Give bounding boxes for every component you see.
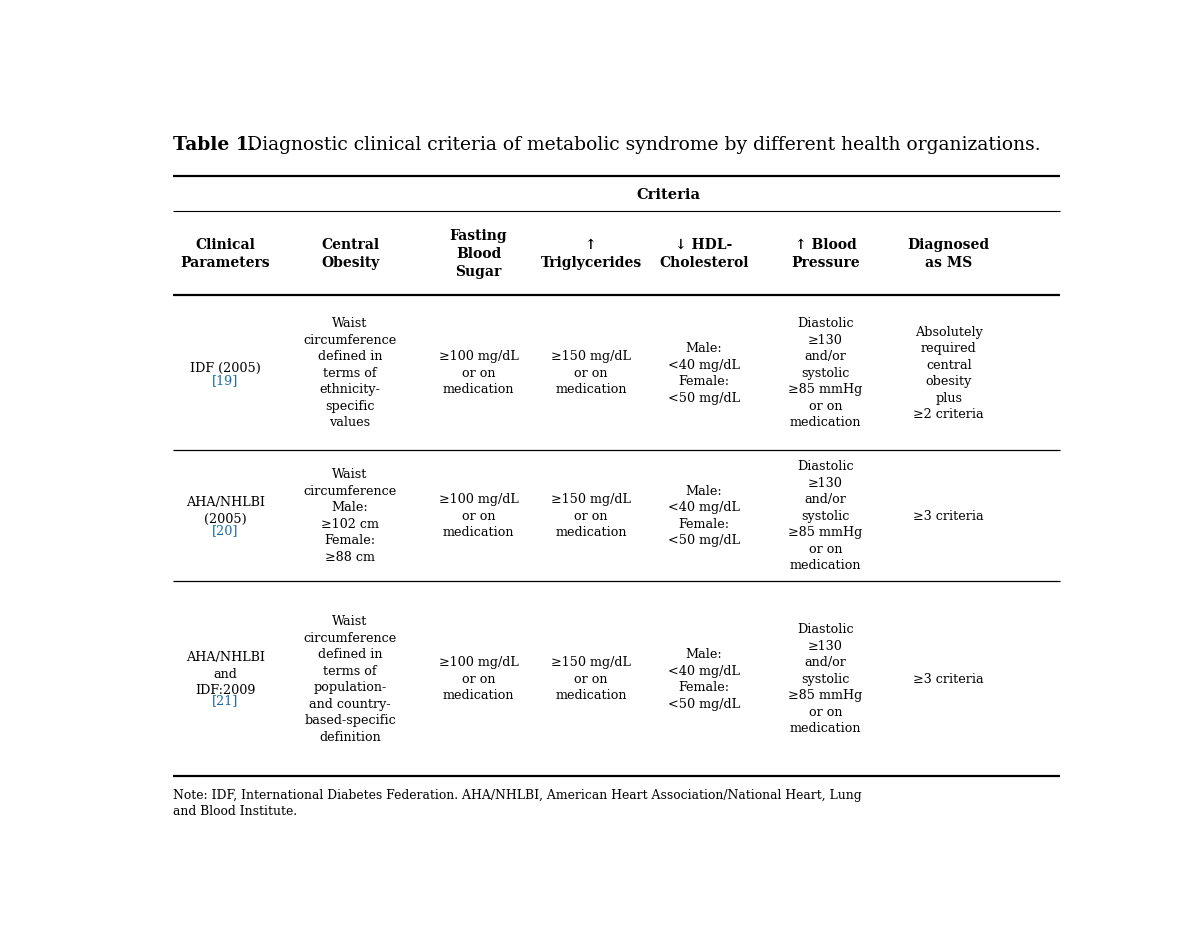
Text: Criteria: Criteria <box>637 187 701 201</box>
Text: Table 1.: Table 1. <box>173 136 256 154</box>
Text: ↑ Blood
Pressure: ↑ Blood Pressure <box>791 237 860 270</box>
Text: Central
Obesity: Central Obesity <box>320 237 379 270</box>
Text: Diastolic
≥130
and/or
systolic
≥85 mmHg
or on
medication: Diastolic ≥130 and/or systolic ≥85 mmHg … <box>788 460 863 572</box>
Text: Diastolic
≥130
and/or
systolic
≥85 mmHg
or on
medication: Diastolic ≥130 and/or systolic ≥85 mmHg … <box>788 317 863 429</box>
Text: Waist
circumference
Male:
≥102 cm
Female:
≥88 cm: Waist circumference Male: ≥102 cm Female… <box>304 468 397 564</box>
Text: Clinical
Parameters: Clinical Parameters <box>181 237 270 270</box>
Text: Diagnosed
as MS: Diagnosed as MS <box>907 237 990 270</box>
Text: AHA/NHLBI
and
IDF:2009: AHA/NHLBI and IDF:2009 <box>186 651 265 696</box>
Text: Fasting
Blood
Sugar: Fasting Blood Sugar <box>450 229 508 278</box>
Text: Male:
<40 mg/dL
Female:
<50 mg/dL: Male: <40 mg/dL Female: <50 mg/dL <box>667 485 739 547</box>
Text: ≥100 mg/dL
or on
medication: ≥100 mg/dL or on medication <box>439 655 518 702</box>
Text: IDF (2005): IDF (2005) <box>190 362 260 375</box>
Text: ≥100 mg/dL
or on
medication: ≥100 mg/dL or on medication <box>439 350 518 396</box>
Text: ≥3 criteria: ≥3 criteria <box>913 672 984 685</box>
Text: ≥150 mg/dL
or on
medication: ≥150 mg/dL or on medication <box>551 655 631 702</box>
Text: Waist
circumference
defined in
terms of
population-
and country-
based-specific
: Waist circumference defined in terms of … <box>304 615 397 743</box>
Text: ≥3 criteria: ≥3 criteria <box>913 509 984 522</box>
Text: ≥100 mg/dL
or on
medication: ≥100 mg/dL or on medication <box>439 492 518 539</box>
Text: Diagnostic clinical criteria of metabolic syndrome by different health organizat: Diagnostic clinical criteria of metaboli… <box>241 136 1040 154</box>
Text: [21]: [21] <box>212 693 239 706</box>
Text: Note: IDF, International Diabetes Federation. AHA/NHLBI, American Heart Associat: Note: IDF, International Diabetes Federa… <box>173 788 862 817</box>
Text: ↑
Triglycerides: ↑ Triglycerides <box>540 237 642 270</box>
Text: ≥150 mg/dL
or on
medication: ≥150 mg/dL or on medication <box>551 350 631 396</box>
Text: Male:
<40 mg/dL
Female:
<50 mg/dL: Male: <40 mg/dL Female: <50 mg/dL <box>667 342 739 404</box>
Text: [19]: [19] <box>212 374 239 387</box>
Text: AHA/NHLBI
(2005): AHA/NHLBI (2005) <box>186 496 265 526</box>
Text: Diastolic
≥130
and/or
systolic
≥85 mmHg
or on
medication: Diastolic ≥130 and/or systolic ≥85 mmHg … <box>788 623 863 735</box>
Text: [20]: [20] <box>212 524 239 537</box>
Text: ↓ HDL-
Cholesterol: ↓ HDL- Cholesterol <box>659 237 749 270</box>
Text: Absolutely
required
central
obesity
plus
≥2 criteria: Absolutely required central obesity plus… <box>913 325 984 421</box>
Text: ≥150 mg/dL
or on
medication: ≥150 mg/dL or on medication <box>551 492 631 539</box>
Text: Male:
<40 mg/dL
Female:
<50 mg/dL: Male: <40 mg/dL Female: <50 mg/dL <box>667 648 739 710</box>
Text: Waist
circumference
defined in
terms of
ethnicity-
specific
values: Waist circumference defined in terms of … <box>304 317 397 429</box>
